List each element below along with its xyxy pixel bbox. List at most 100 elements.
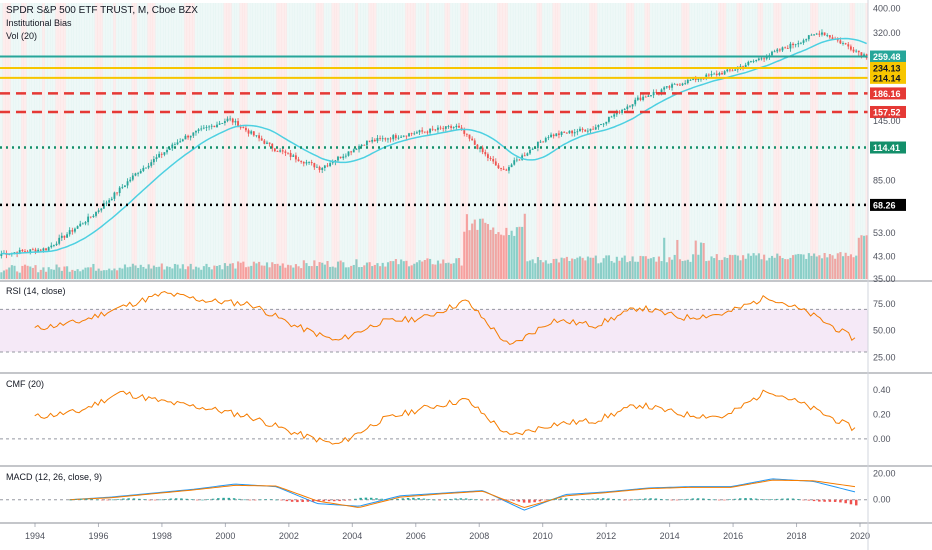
bias-stripe (533, 3, 537, 280)
volume-bar (786, 259, 789, 279)
candle-body (697, 79, 700, 80)
volume-bar (752, 253, 755, 279)
volume-bar (778, 255, 781, 279)
volume-bar (657, 256, 660, 279)
bias-stripe (610, 3, 614, 280)
volume-bar (699, 242, 703, 279)
bias-stripe (468, 3, 472, 280)
macd-histogram-bar (380, 498, 383, 500)
volume-bar (468, 230, 471, 279)
volume-bar (260, 265, 263, 279)
volume-bar (368, 262, 371, 279)
volume-bar (797, 253, 800, 279)
volume-bar (79, 271, 82, 279)
volume-bar (805, 258, 808, 279)
candle-body (550, 134, 552, 138)
bias-stripe (170, 3, 174, 280)
volume-bar (592, 257, 595, 279)
volume-bar (221, 269, 224, 279)
macd-histogram-bar (580, 499, 584, 500)
bias-stripe (481, 3, 485, 280)
candle-body (531, 148, 534, 150)
macd-histogram-bar (507, 499, 510, 501)
macd-histogram-bar (417, 498, 420, 500)
bias-stripe (452, 3, 456, 280)
bias-stripe (618, 3, 622, 280)
macd-histogram-bar (343, 499, 347, 501)
bias-stripe (255, 3, 259, 280)
candle-body (66, 234, 68, 238)
bias-stripe (781, 3, 785, 280)
bias-stripe (99, 3, 103, 280)
bias-stripe (576, 3, 579, 280)
bias-stripe (728, 3, 732, 280)
volume-bar (8, 267, 11, 279)
bias-stripe (720, 3, 724, 280)
macd-histogram-bar (781, 498, 784, 500)
macd-histogram-bar (849, 499, 853, 505)
candle-body (484, 152, 487, 155)
candle-body (494, 161, 497, 166)
volume-bar (26, 265, 29, 279)
volume-bar (560, 257, 563, 279)
bias-stripe (844, 3, 848, 280)
volume-bar (534, 263, 537, 279)
candle-body (757, 58, 760, 60)
bias-stripe (128, 3, 132, 280)
volume-bar (105, 270, 108, 279)
volume-bar (434, 264, 437, 279)
bias-stripe (234, 3, 238, 280)
volume-bar (628, 261, 632, 279)
candle-body (529, 149, 531, 154)
candle-body (60, 235, 63, 238)
macd-histogram-bar (79, 498, 83, 500)
candle-body (321, 167, 324, 170)
bias-stripe (739, 3, 743, 280)
macd-histogram-bar (717, 499, 721, 501)
candle-body (371, 139, 374, 142)
macd-histogram-bar (148, 499, 152, 501)
chart-title: SPDR S&P 500 ETF TRUST, M, Cboe BZX (6, 5, 198, 16)
macd-histogram-bar (280, 499, 283, 501)
bias-stripe (689, 3, 693, 280)
volume-bar (142, 266, 145, 279)
bias-stripe (570, 3, 574, 280)
volume-bar (97, 268, 100, 279)
candle-body (639, 97, 642, 100)
volume-bar (350, 265, 353, 279)
candle-body (668, 86, 671, 88)
volume-bar (784, 259, 787, 279)
bias-stripe (768, 3, 771, 280)
candle-body (79, 223, 82, 227)
macd-histogram-bar (385, 499, 389, 500)
volume-bar (665, 262, 668, 279)
candle-body (363, 144, 366, 146)
candle-body (71, 230, 74, 232)
bias-stripe (157, 3, 161, 280)
candle-body (842, 43, 844, 44)
macd-histogram-bar (180, 498, 183, 500)
bias-stripe (276, 3, 280, 280)
macd-histogram-bar (248, 499, 252, 501)
volume-bar (731, 255, 734, 279)
macd-histogram-bar (354, 498, 357, 500)
candle-body (510, 164, 513, 168)
volume-bar (42, 267, 45, 279)
bias-stripe (604, 3, 608, 280)
bias-stripe (378, 3, 382, 280)
volume-bar (744, 258, 747, 279)
bias-stripe (428, 3, 432, 280)
bias-stripe (92, 3, 95, 280)
bias-stripe (13, 3, 17, 280)
volume-bar (418, 260, 421, 279)
volume-bar (279, 265, 282, 279)
candle-body (476, 144, 479, 149)
candle-body (450, 126, 453, 128)
volume-bar (602, 258, 605, 279)
bias-stripe (770, 3, 774, 280)
candle-body (710, 73, 713, 76)
volume-bar (807, 253, 810, 279)
candle-body (337, 156, 339, 161)
bias-stripe (810, 3, 814, 280)
